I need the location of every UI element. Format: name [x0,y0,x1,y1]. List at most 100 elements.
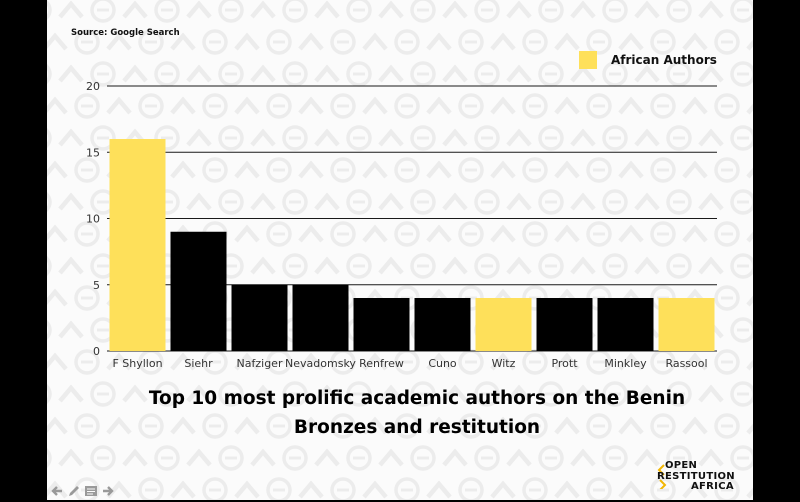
pattern-mark [314,128,340,147]
pattern-mark [618,224,644,243]
pencil-icon[interactable] [67,483,81,497]
pattern-mark [570,192,596,211]
pattern-mark [426,224,452,243]
pattern-mark [122,384,148,403]
pattern-mark [506,64,532,83]
legend-label: African Authors [611,53,717,67]
pattern-mark [490,160,516,179]
pattern-mark [234,32,260,51]
pattern-mark [586,29,612,55]
pattern-mark [186,128,212,147]
pattern-mark [490,416,516,435]
pattern-mark [602,381,628,407]
pattern-mark [682,352,708,371]
pattern-mark [490,96,516,115]
pattern-mark [554,96,580,115]
pattern-mark [538,381,564,407]
source-note: Source: Google Search [71,28,180,38]
pattern-mark [746,39,753,51]
pattern-mark [522,413,548,439]
pattern-mark [506,128,532,147]
pattern-mark [602,253,628,279]
slide-navigation [50,483,115,497]
pattern-mark [490,224,516,243]
pattern-mark [634,256,660,275]
pattern-mark [618,352,644,371]
y-tick-label: 10 [86,213,100,226]
pattern-mark [458,413,484,439]
pattern-mark [47,160,68,179]
pattern-mark [426,416,452,435]
pattern-mark [746,423,753,435]
pattern-mark [218,61,244,87]
pattern-mark [410,381,436,407]
pattern-mark [698,448,724,467]
pattern-mark [746,487,753,499]
pattern-mark [554,224,580,243]
pattern-mark [602,61,628,87]
pattern-mark [410,125,436,151]
pattern-mark [234,96,260,115]
pattern-mark [682,160,708,179]
pattern-mark [650,413,676,439]
pattern-mark [522,221,548,247]
pattern-mark [346,125,372,151]
pattern-mark [58,64,84,83]
pattern-mark [506,192,532,211]
pattern-mark [314,448,340,467]
pattern-mark [47,128,52,148]
pattern-mark [106,352,132,371]
pattern-mark [378,448,404,467]
pattern-mark [362,160,388,179]
pattern-mark [362,352,388,371]
pattern-mark [218,125,244,151]
pattern-mark [58,0,84,19]
pattern-mark [602,0,628,23]
pattern-mark [202,477,228,500]
legend: African Authors [579,50,717,70]
pattern-mark [490,480,516,499]
x-tick-label: Prott [551,357,578,370]
pattern-mark [666,189,692,215]
pattern-mark [202,413,228,439]
pattern-mark [298,224,324,243]
pattern-mark [170,352,196,371]
pattern-mark [490,32,516,51]
pattern-mark [666,0,692,23]
bar [292,284,349,351]
pattern-mark [282,61,308,87]
pattern-mark [74,29,100,55]
pattern-mark [538,445,564,471]
pattern-mark [714,221,740,247]
arrow-right-icon[interactable] [101,483,115,497]
pattern-mark [474,61,500,87]
pattern-mark [650,93,676,119]
pattern-mark [154,125,180,151]
pattern-mark [682,96,708,115]
bar [597,298,654,351]
pattern-mark [442,256,468,275]
arrow-left-icon[interactable] [50,483,64,497]
pattern-mark [362,32,388,51]
pattern-mark [650,29,676,55]
pattern-mark [58,320,84,339]
pattern-mark [154,61,180,87]
pattern-mark [122,0,148,19]
pattern-mark [538,61,564,87]
pattern-mark [522,157,548,183]
pattern-mark [698,192,724,211]
pattern-mark [746,231,753,243]
pattern-mark [330,413,356,439]
pattern-mark [346,0,372,23]
pattern-mark [730,253,753,279]
y-tick-label: 0 [93,345,100,358]
slide: Source: Google Search African Authors 0 5… [47,0,753,500]
pattern-mark [474,445,500,471]
pattern-mark [714,93,740,119]
pattern-mark [266,29,292,55]
notes-icon[interactable] [84,483,98,497]
pattern-mark [442,64,468,83]
pattern-mark [714,29,740,55]
pattern-mark [506,256,532,275]
pattern-mark [730,381,753,407]
